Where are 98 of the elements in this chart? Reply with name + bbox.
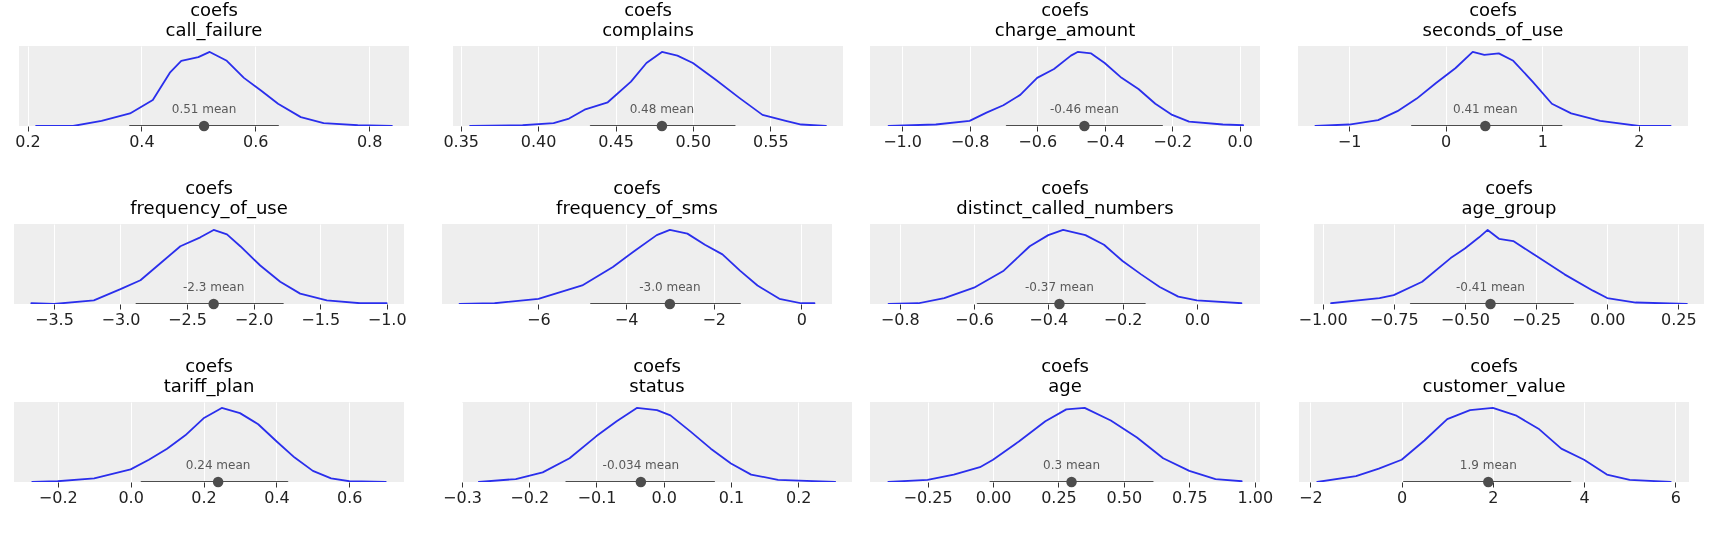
chart-subtitle: frequency_of_sms: [556, 197, 718, 219]
x-tick-label: 0.35: [443, 131, 480, 151]
x-tick-label: −3.5: [35, 309, 74, 329]
x-tick-label: 2: [1488, 487, 1499, 507]
x-tick-label: −2: [702, 309, 726, 329]
x-tick-label: 0: [1397, 487, 1408, 507]
x-tick-label: 4: [1579, 487, 1590, 507]
x-tick-label: −0.1: [577, 487, 617, 507]
chart-title: coefs: [1041, 355, 1089, 376]
x-tick-label: 0.1: [718, 487, 745, 507]
annotation: 0.48 mean: [629, 102, 695, 116]
chart-title: coefs: [1041, 177, 1089, 198]
chart-subtitle: age: [1048, 375, 1082, 396]
x-tick-label: 2: [1634, 131, 1645, 151]
x-tick-label: 0.4: [264, 487, 290, 507]
x-tick-label: −0.50: [1440, 309, 1490, 329]
chart-title: coefs: [1469, 0, 1517, 20]
x-tick-label: 0.0: [118, 487, 144, 507]
chart-subtitle: seconds_of_use: [1422, 19, 1564, 41]
chart-subtitle: customer_value: [1422, 375, 1566, 397]
x-tick-label: 0.2: [785, 487, 812, 507]
x-tick-label: 0.2: [15, 131, 41, 151]
x-tick-label: −1.0: [883, 131, 923, 151]
annotation: -0.37 mean: [1024, 280, 1094, 294]
x-tick-label: 0.25: [1041, 487, 1077, 507]
x-tick-label: 0.00: [1589, 309, 1626, 329]
x-tick-label: −3.0: [101, 309, 141, 329]
x-tick-label: 0.0: [1184, 309, 1211, 329]
x-tick-label: −0.6: [955, 309, 994, 329]
annotation: -3.0 mean: [639, 280, 701, 294]
x-tick-label: −2: [1299, 487, 1323, 507]
chart-subtitle: charge_amount: [994, 19, 1136, 41]
x-tick-label: −0.8: [880, 309, 920, 329]
x-tick-label: −0.25: [1512, 309, 1562, 329]
chart-subtitle: frequency_of_use: [130, 197, 288, 219]
chart-title: coefs: [1470, 355, 1518, 376]
x-tick-label: −0.2: [38, 487, 78, 507]
x-tick-label: −0.75: [1369, 309, 1419, 329]
x-tick-label: −0.2: [1103, 309, 1143, 329]
x-tick-label: 0.2: [191, 487, 217, 507]
x-tick-label: 0.0: [1227, 131, 1253, 151]
annotation: -0.41 mean: [1456, 280, 1525, 294]
x-tick-label: −4: [614, 309, 639, 329]
x-tick-label: 0.6: [243, 131, 269, 151]
x-tick-label: 0.45: [598, 131, 634, 151]
chart-subtitle: complains: [602, 19, 694, 40]
x-tick-label: 0.50: [675, 131, 712, 151]
x-tick-label: 1.00: [1237, 487, 1274, 507]
chart-title: coefs: [185, 177, 233, 198]
x-tick-label: −0.6: [1018, 131, 1058, 151]
x-tick-label: −0.8: [950, 131, 990, 151]
chart-subtitle: tariff_plan: [163, 375, 255, 397]
chart-subtitle: status: [629, 375, 685, 396]
x-tick-label: −0.2: [1153, 131, 1193, 151]
annotation: 1.9 mean: [1459, 458, 1517, 472]
x-tick-label: 0.4: [129, 131, 155, 151]
annotation: 0.41 mean: [1452, 102, 1518, 116]
x-tick-label: −2.5: [168, 309, 207, 329]
annotation: 0.3 mean: [1043, 458, 1101, 472]
chart-subtitle: call_failure: [165, 19, 263, 41]
annotation: -2.3 mean: [183, 280, 245, 294]
annotation: -0.46 mean: [1049, 102, 1119, 116]
chart-title: coefs: [633, 355, 681, 376]
annotation: 0.51 mean: [171, 102, 237, 116]
x-tick-label: 0.0: [651, 487, 677, 507]
x-tick-label: −0.3: [443, 487, 482, 507]
x-tick-label: −1.5: [301, 309, 341, 329]
chart-subtitle: age_group: [1461, 197, 1557, 219]
x-tick-label: 0.6: [337, 487, 363, 507]
chart-title: coefs: [185, 355, 233, 376]
x-tick-label: 0.00: [975, 487, 1012, 507]
x-tick-label: −1.0: [367, 309, 407, 329]
x-tick-label: 0.50: [1106, 487, 1143, 507]
x-tick-label: −2.0: [234, 309, 274, 329]
chart-title: coefs: [1041, 0, 1089, 20]
x-tick-label: 1: [1537, 131, 1548, 151]
x-tick-label: −6: [527, 309, 551, 329]
x-tick-label: −0.25: [903, 487, 953, 507]
x-tick-label: −1: [1337, 131, 1362, 151]
x-tick-label: 0.8: [356, 131, 383, 151]
x-tick-label: −0.4: [1085, 131, 1125, 151]
chart-title: coefs: [624, 0, 672, 20]
x-tick-label: −1.00: [1298, 309, 1348, 329]
chart-subtitle: distinct_called_numbers: [956, 197, 1174, 219]
chart-title: coefs: [613, 177, 661, 198]
x-tick-label: 0.75: [1172, 487, 1208, 507]
x-tick-label: 0: [796, 309, 807, 329]
x-tick-label: −0.4: [1029, 309, 1069, 329]
x-tick-label: 0.55: [752, 131, 789, 151]
annotation: 0.24 mean: [185, 458, 251, 472]
chart-title: coefs: [190, 0, 238, 20]
annotation: -0.034 mean: [602, 458, 680, 472]
x-tick-label: −0.2: [510, 487, 550, 507]
x-tick-label: 0.25: [1661, 309, 1697, 329]
x-tick-label: 0: [1441, 131, 1452, 151]
x-tick-label: 0.40: [520, 131, 557, 151]
chart-title: coefs: [1485, 177, 1533, 198]
x-tick-label: 6: [1670, 487, 1681, 507]
